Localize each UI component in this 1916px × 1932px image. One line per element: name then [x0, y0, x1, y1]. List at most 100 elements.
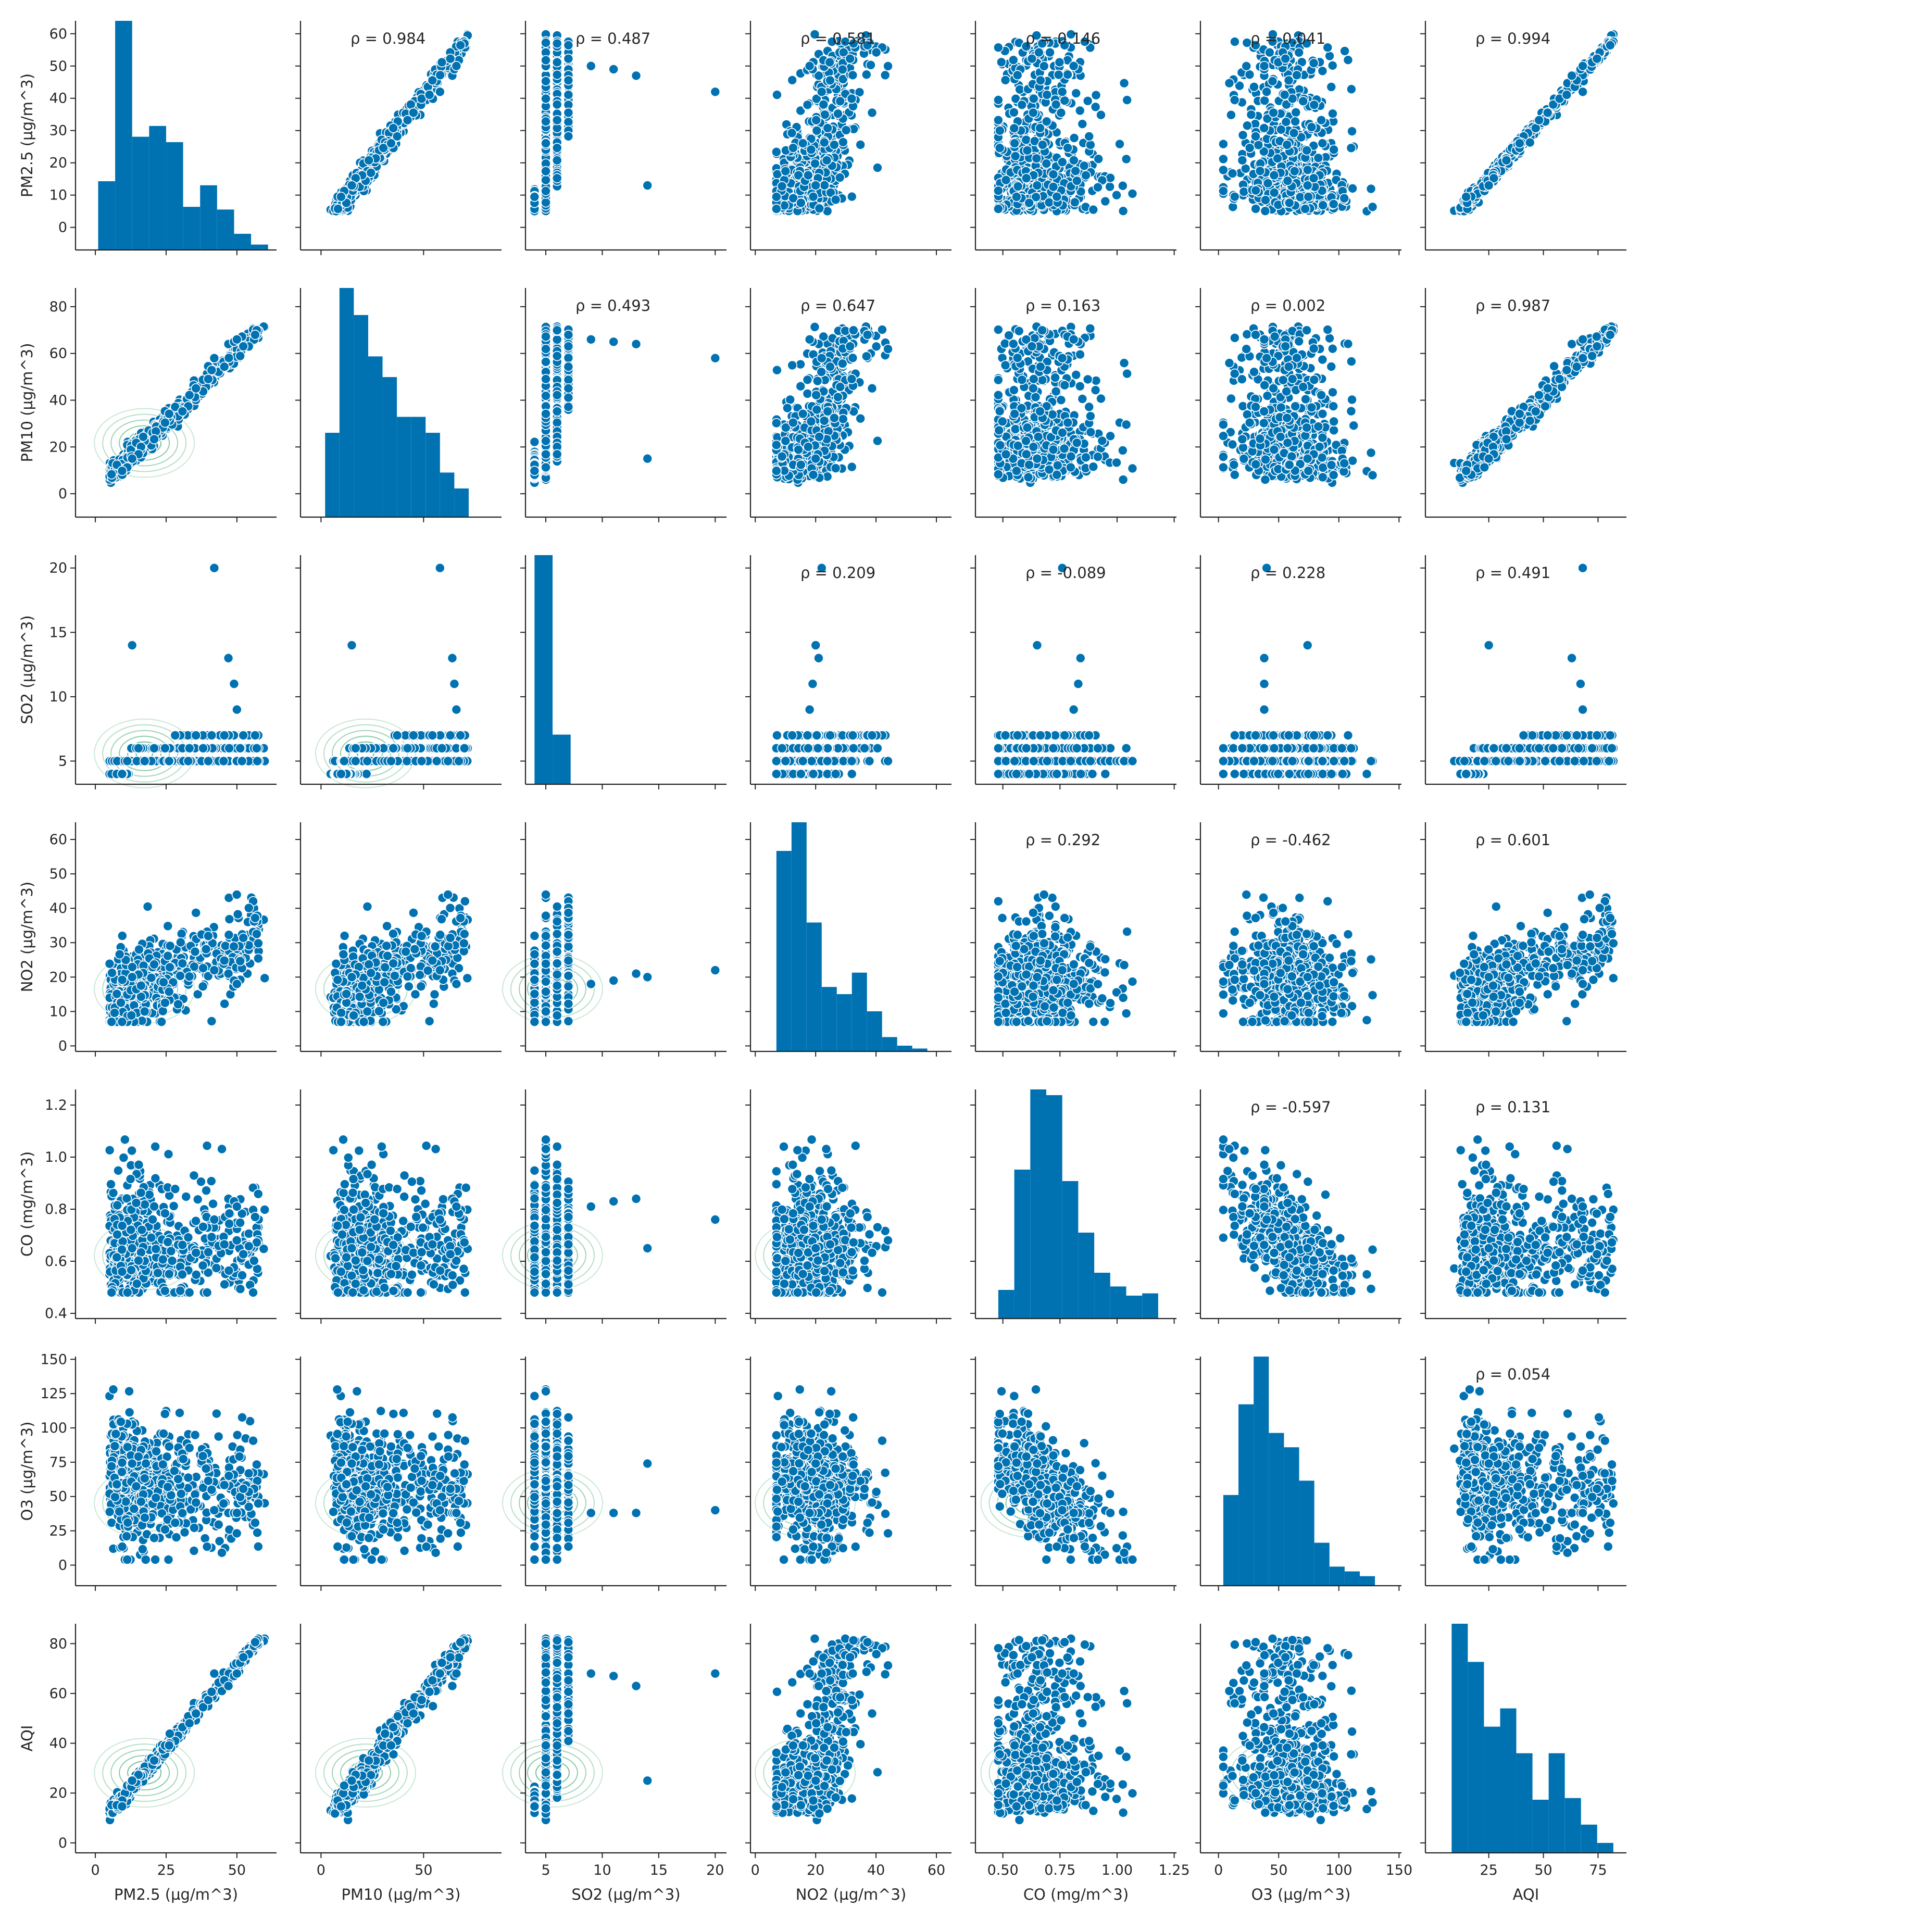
scatter-point — [553, 173, 562, 183]
scatter-point — [541, 186, 550, 196]
scatter-point — [772, 90, 782, 99]
y-tick-label: 60 — [49, 26, 67, 42]
scatter-point — [772, 192, 781, 202]
scatter-point — [842, 126, 851, 135]
scatter-point — [872, 48, 881, 57]
histogram-bar — [98, 181, 115, 250]
scatter-point — [815, 204, 824, 213]
scatter-point — [541, 139, 550, 148]
scatter-point — [825, 76, 835, 85]
scatter-point — [817, 87, 826, 96]
scatter-point — [866, 60, 875, 70]
scatter-point — [333, 204, 343, 214]
histogram-bar — [132, 137, 149, 250]
y-tick-label: 30 — [49, 123, 67, 139]
scatter-point — [825, 58, 834, 67]
scatter-point — [831, 195, 841, 204]
scatter-point — [788, 143, 798, 153]
scatter-point — [835, 96, 845, 106]
scatter-point — [1092, 91, 1101, 100]
histogram-bar — [183, 207, 201, 250]
scatter-point — [386, 139, 396, 148]
scatter-point — [772, 204, 781, 214]
scatter-point — [437, 58, 446, 67]
scatter-point — [632, 71, 641, 80]
scatter-point — [389, 123, 398, 133]
scatter-point — [586, 61, 596, 71]
histogram-bar — [200, 185, 217, 250]
scatter-point — [1118, 181, 1128, 191]
scatter-point — [856, 140, 865, 149]
scatter-point — [553, 116, 562, 125]
scatter-point — [541, 94, 550, 103]
scatter-point — [847, 94, 856, 103]
scatter-point — [347, 181, 356, 190]
scatter-point — [563, 108, 573, 117]
scatter-point — [796, 198, 806, 208]
scatter-point — [811, 116, 821, 125]
scatter-point — [848, 70, 857, 80]
scatter-point — [563, 117, 573, 127]
scatter-point — [541, 167, 550, 176]
scatter-point — [1075, 106, 1085, 115]
scatter-point — [553, 143, 562, 153]
scatter-point — [833, 109, 843, 118]
scatter-point — [541, 77, 550, 86]
scatter-point — [812, 126, 821, 135]
scatter-point — [881, 70, 890, 80]
scatter-point — [820, 110, 830, 119]
scatter-point — [530, 192, 539, 202]
scatter-point — [541, 117, 550, 126]
scatter-point — [838, 65, 847, 74]
scatter-point — [845, 54, 855, 64]
scatter-point — [1096, 110, 1106, 120]
histogram-bar — [149, 126, 166, 250]
correlation-label: ρ = 0.984 — [350, 30, 425, 47]
scatter-point — [452, 61, 461, 71]
scatter-point — [820, 138, 829, 147]
scatter-point — [364, 156, 373, 165]
scatter-point — [541, 198, 550, 207]
scatter-point — [1100, 197, 1110, 206]
correlation-label: ρ = 0.581 — [800, 30, 875, 47]
scatter-point — [805, 61, 815, 71]
scatter-point — [563, 90, 573, 99]
scatter-point — [563, 76, 573, 85]
y-tick-label: 40 — [49, 91, 67, 107]
scatter-point — [819, 100, 828, 109]
scatter-point — [403, 116, 412, 125]
scatter-point — [847, 192, 857, 202]
scatter-point — [541, 56, 550, 65]
scatter-point — [553, 100, 562, 109]
scatter-point — [811, 181, 820, 190]
scatter-point — [710, 87, 720, 96]
scatter-point — [835, 173, 845, 182]
scatter-point — [563, 132, 573, 141]
scatter-point — [336, 192, 346, 202]
scatter-point — [643, 181, 652, 190]
y-tick-label: 20 — [49, 155, 67, 171]
scatter-point — [553, 58, 562, 67]
scatter-point — [435, 87, 445, 96]
histogram-bar — [234, 234, 251, 250]
scatter-point — [563, 41, 573, 50]
scatter-point — [883, 61, 893, 71]
scatter-point — [862, 70, 871, 79]
scatter-point — [541, 38, 550, 47]
scatter-point — [428, 76, 437, 85]
scatter-point — [838, 137, 848, 147]
scatter-point — [778, 182, 787, 191]
histogram-bar — [217, 209, 234, 250]
scatter-point — [553, 39, 562, 48]
histogram-bar — [166, 142, 183, 250]
scatter-point — [873, 163, 882, 172]
y-tick-label: 50 — [49, 58, 67, 74]
y-tick-label: 10 — [49, 187, 67, 204]
scatter-point — [553, 156, 562, 165]
scatter-point — [553, 70, 562, 80]
scatter-point — [772, 147, 781, 157]
scatter-point — [868, 108, 877, 117]
y-tick-label: 0 — [58, 220, 67, 236]
